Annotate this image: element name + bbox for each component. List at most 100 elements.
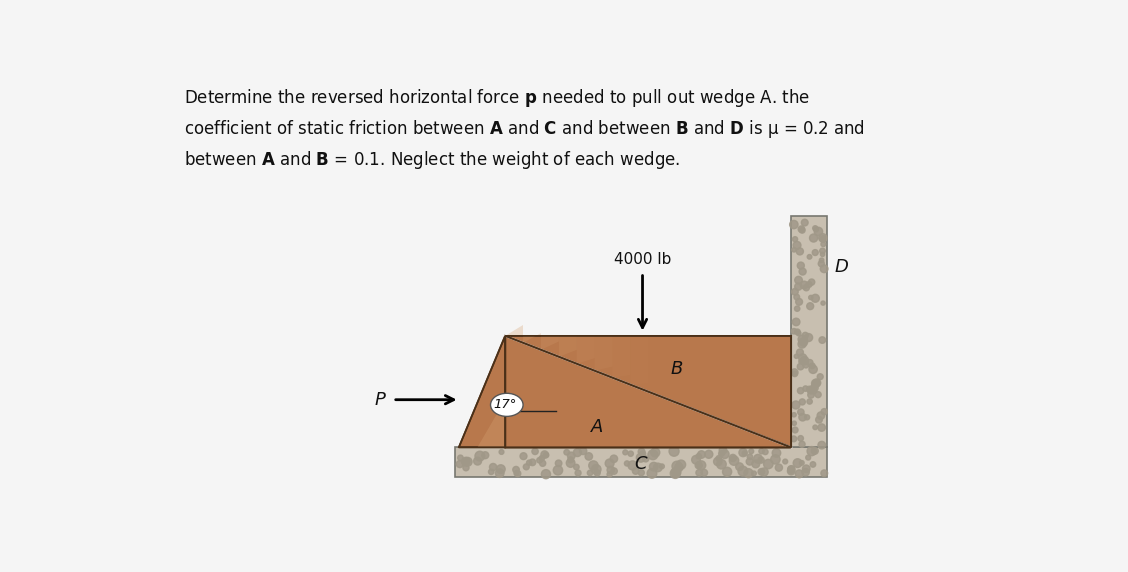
- Circle shape: [754, 454, 763, 463]
- Circle shape: [797, 409, 804, 415]
- Circle shape: [537, 458, 543, 463]
- Circle shape: [810, 384, 818, 392]
- Circle shape: [809, 295, 813, 300]
- Text: between $\mathbf{A}$ and $\mathbf{B}$ = 0.1. Neglect the weight of each wedge.: between $\mathbf{A}$ and $\mathbf{B}$ = …: [184, 149, 680, 170]
- Circle shape: [799, 359, 804, 364]
- Circle shape: [695, 462, 703, 469]
- Circle shape: [735, 463, 743, 471]
- Circle shape: [514, 471, 519, 475]
- Circle shape: [813, 379, 821, 387]
- Circle shape: [770, 455, 781, 464]
- Circle shape: [742, 451, 747, 456]
- Circle shape: [714, 458, 722, 466]
- Circle shape: [567, 457, 574, 463]
- Circle shape: [696, 454, 702, 459]
- Bar: [791, 216, 827, 447]
- Circle shape: [523, 464, 529, 470]
- Circle shape: [636, 453, 645, 462]
- Circle shape: [462, 464, 469, 471]
- Circle shape: [820, 252, 825, 256]
- Circle shape: [716, 455, 722, 461]
- Circle shape: [796, 331, 801, 336]
- Circle shape: [730, 456, 739, 465]
- Text: A: A: [591, 418, 603, 436]
- Circle shape: [625, 461, 629, 466]
- Circle shape: [818, 442, 826, 449]
- Circle shape: [747, 454, 752, 459]
- Circle shape: [817, 412, 825, 419]
- Circle shape: [623, 450, 628, 455]
- Circle shape: [796, 349, 803, 356]
- Circle shape: [564, 450, 570, 455]
- Circle shape: [793, 459, 802, 467]
- Circle shape: [812, 249, 818, 256]
- Circle shape: [795, 283, 802, 290]
- Circle shape: [797, 363, 804, 370]
- Circle shape: [691, 455, 700, 464]
- Bar: [455, 447, 827, 476]
- Circle shape: [758, 468, 765, 475]
- Ellipse shape: [491, 394, 523, 416]
- Circle shape: [677, 460, 686, 469]
- Polygon shape: [505, 336, 791, 447]
- Circle shape: [800, 356, 809, 365]
- Circle shape: [607, 472, 613, 477]
- Circle shape: [759, 448, 764, 454]
- Circle shape: [792, 401, 800, 409]
- Circle shape: [607, 466, 615, 474]
- Circle shape: [794, 354, 799, 359]
- Circle shape: [792, 318, 800, 325]
- Text: C: C: [635, 455, 647, 472]
- Circle shape: [461, 457, 470, 466]
- Circle shape: [633, 468, 638, 474]
- Circle shape: [647, 468, 656, 478]
- Circle shape: [791, 369, 797, 376]
- Circle shape: [791, 328, 796, 334]
- Circle shape: [807, 386, 812, 392]
- Circle shape: [809, 386, 817, 394]
- Circle shape: [758, 457, 764, 463]
- Circle shape: [730, 454, 737, 462]
- Circle shape: [820, 265, 828, 273]
- Circle shape: [794, 306, 800, 311]
- Circle shape: [800, 228, 805, 233]
- Circle shape: [475, 451, 485, 461]
- Circle shape: [807, 399, 812, 404]
- Circle shape: [697, 461, 706, 470]
- Circle shape: [821, 470, 828, 476]
- Circle shape: [669, 446, 679, 456]
- Circle shape: [747, 458, 754, 465]
- Polygon shape: [558, 336, 576, 357]
- Circle shape: [810, 462, 816, 467]
- Circle shape: [809, 279, 814, 285]
- Polygon shape: [541, 336, 558, 350]
- Circle shape: [696, 470, 703, 476]
- Circle shape: [811, 379, 820, 387]
- Circle shape: [797, 340, 807, 348]
- Polygon shape: [613, 336, 631, 378]
- Circle shape: [819, 233, 827, 242]
- Circle shape: [591, 464, 601, 474]
- Circle shape: [818, 261, 825, 267]
- Circle shape: [744, 468, 754, 478]
- Circle shape: [513, 466, 519, 473]
- Circle shape: [803, 362, 809, 368]
- Circle shape: [791, 436, 796, 442]
- Circle shape: [527, 460, 531, 465]
- Circle shape: [795, 470, 803, 478]
- Circle shape: [520, 452, 527, 460]
- Circle shape: [804, 333, 812, 341]
- Polygon shape: [459, 400, 505, 447]
- Circle shape: [490, 463, 496, 471]
- Polygon shape: [505, 325, 523, 336]
- Circle shape: [638, 470, 644, 476]
- Polygon shape: [505, 336, 791, 447]
- Circle shape: [640, 451, 645, 457]
- Circle shape: [580, 447, 587, 455]
- Circle shape: [795, 276, 802, 284]
- Circle shape: [610, 455, 618, 463]
- Circle shape: [705, 450, 713, 458]
- Circle shape: [787, 467, 795, 475]
- Circle shape: [628, 461, 637, 470]
- Circle shape: [760, 468, 768, 476]
